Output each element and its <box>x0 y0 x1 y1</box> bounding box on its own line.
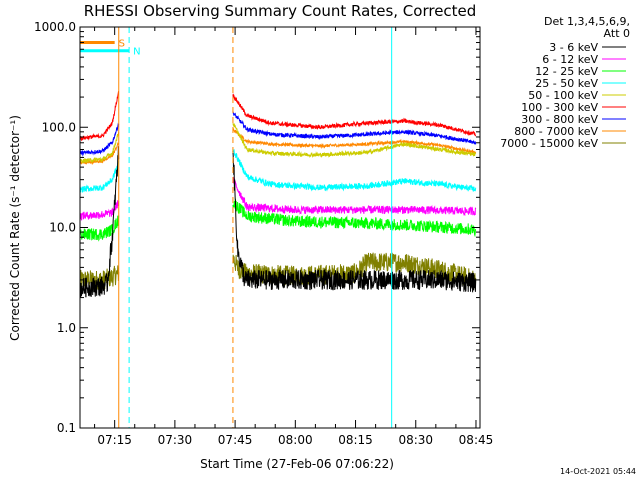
series-line-4 <box>232 123 477 159</box>
series-line-7 <box>232 126 477 156</box>
legend-label-3: 25 - 50 keV <box>535 77 598 90</box>
legend-label-5: 100 - 300 keV <box>521 101 598 114</box>
x-tick-label: 08:15 <box>338 433 373 447</box>
interval-label-N: N <box>133 47 140 58</box>
legend-label-1: 6 - 12 keV <box>542 53 598 66</box>
legend-header-line-2: Att 0 <box>604 27 630 40</box>
series-line-5 <box>80 90 120 142</box>
x-axis-label: Start Time (27-Feb-06 07:06:22) <box>200 457 394 471</box>
chart-title: RHESSI Observing Summary Count Rates, Co… <box>84 2 477 20</box>
legend-label-6: 300 - 800 keV <box>521 113 598 126</box>
y-axis: 0.1 1.0 10.0 100.0 1000.0 <box>34 20 480 435</box>
x-axis: 07:15 07:30 07:45 08:00 08:15 08:30 08:45 <box>94 27 494 447</box>
y-axis-label: Corrected Count Rate (s⁻¹ detector⁻¹) <box>8 115 22 341</box>
series-line-3 <box>232 148 477 192</box>
series-line-0 <box>232 150 477 293</box>
interval-label-S: S <box>119 39 125 50</box>
legend-label-8: 7000 - 15000 keV <box>500 137 598 150</box>
series-line-6 <box>80 122 120 157</box>
y-tick-label: 1000.0 <box>34 20 76 34</box>
legend-label-2: 12 - 25 keV <box>535 65 598 78</box>
legend-label-7: 800 - 7000 keV <box>514 125 598 138</box>
y-tick-label: 1.0 <box>57 321 76 335</box>
series-line-3 <box>80 160 120 193</box>
series-line-8 <box>232 252 477 290</box>
series-line-0 <box>80 146 120 298</box>
x-tick-label: 08:30 <box>398 433 433 447</box>
legend-header-line-1: Det 1,3,4,5,6,9, <box>544 15 630 28</box>
y-tick-label: 100.0 <box>42 120 76 134</box>
series-line-2 <box>232 198 477 238</box>
x-tick-label: 07:30 <box>158 433 193 447</box>
series-line-6 <box>232 110 477 145</box>
x-tick-label: 07:15 <box>97 433 132 447</box>
legend-label-0: 3 - 6 keV <box>549 41 598 54</box>
x-tick-label: 07:45 <box>218 433 253 447</box>
y-tick-label: 10.0 <box>49 221 76 235</box>
series-line-2 <box>80 215 120 242</box>
series-line-5 <box>232 93 477 137</box>
y-tick-label: 0.1 <box>57 421 76 435</box>
x-tick-label: 08:00 <box>278 433 313 447</box>
x-tick-label: 08:45 <box>459 433 494 447</box>
legend-label-4: 50 - 100 keV <box>528 89 598 102</box>
series-line-1 <box>232 176 477 217</box>
generation-timestamp: 14-Oct-2021 05:44 <box>560 467 636 476</box>
series-line-1 <box>80 200 120 221</box>
series-line-4 <box>80 132 120 164</box>
